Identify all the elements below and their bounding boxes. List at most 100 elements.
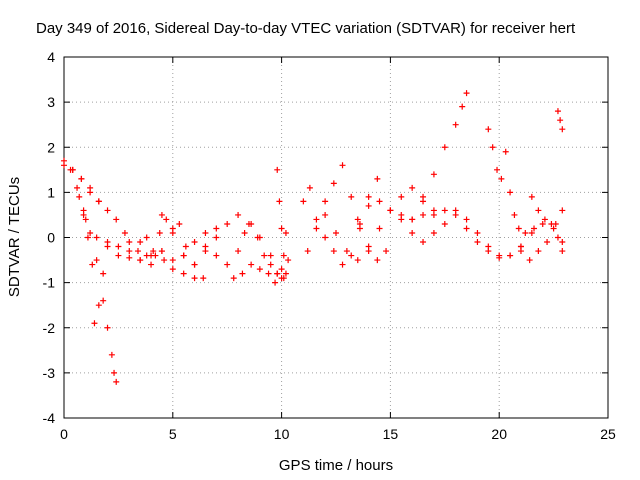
data-point [348, 193, 355, 200]
data-point [522, 229, 529, 236]
data-point [282, 229, 289, 236]
data-point [137, 239, 144, 246]
data-point [95, 302, 102, 309]
data-point [265, 270, 272, 277]
data-point [108, 351, 115, 358]
data-point [169, 229, 176, 236]
data-point [148, 261, 155, 268]
data-point [409, 229, 416, 236]
data-point [100, 297, 107, 304]
data-point [87, 229, 94, 236]
data-point [485, 248, 492, 255]
data-point [254, 234, 261, 241]
x-axis: 0 5 10 15 20 25 [60, 57, 616, 442]
data-point [241, 229, 248, 236]
data-point [526, 257, 533, 264]
data-point [150, 248, 157, 255]
data-point [511, 211, 518, 218]
data-point [531, 225, 538, 232]
data-point [374, 257, 381, 264]
y-tick-label: 3 [47, 94, 55, 110]
data-point [169, 257, 176, 264]
data-point [333, 229, 339, 236]
series-sat-q [485, 126, 538, 236]
data-point [420, 239, 427, 246]
data-point [515, 225, 522, 232]
data-point [474, 229, 481, 236]
series-sat-d [69, 166, 220, 277]
data-point [452, 207, 459, 214]
data-point [356, 220, 363, 227]
data-point [452, 121, 459, 128]
data-point [300, 198, 307, 205]
series-sat-i [235, 220, 287, 282]
data-point [409, 184, 416, 191]
data-point [507, 252, 514, 259]
data-point [113, 216, 120, 223]
data-point [507, 189, 514, 196]
data-point [489, 144, 496, 151]
data-point [463, 216, 470, 223]
data-point [280, 275, 287, 282]
data-point [95, 198, 102, 205]
data-point [111, 369, 118, 376]
data-point [494, 166, 501, 173]
data-point [485, 126, 492, 133]
data-point [474, 239, 481, 246]
data-point [202, 229, 209, 236]
data-point [285, 257, 292, 264]
data-point [541, 216, 548, 223]
data-point [191, 275, 198, 282]
data-point [348, 252, 355, 259]
data-point [496, 254, 503, 261]
data-point [322, 211, 329, 218]
data-point [535, 248, 542, 255]
data-point [235, 211, 242, 218]
data-point [104, 239, 111, 246]
data-point [383, 248, 390, 255]
data-point [339, 162, 346, 169]
data-point [343, 248, 350, 255]
data-point [176, 220, 183, 227]
data-point [420, 198, 427, 205]
data-point [93, 257, 100, 264]
data-point [69, 166, 76, 173]
data-point [191, 239, 198, 246]
y-axis-label: SDTVAR / TECUs [6, 177, 23, 297]
x-tick-label: 20 [491, 426, 507, 442]
data-point [137, 257, 144, 264]
data-point [354, 257, 361, 264]
data-point [559, 248, 566, 255]
data-point [398, 216, 405, 223]
y-tick-label: 2 [47, 139, 55, 155]
series-sat-a [61, 162, 120, 385]
series-sat-c [76, 193, 107, 327]
x-tick-label: 0 [60, 426, 68, 442]
data-point [274, 166, 281, 173]
series-sat-h [202, 229, 289, 286]
data-point [278, 266, 285, 273]
data-point [163, 216, 170, 223]
data-point [339, 261, 346, 268]
data-point [115, 252, 122, 259]
chart-title: Day 349 of 2016, Sidereal Day-to-day VTE… [36, 20, 576, 37]
grid-layer [64, 57, 608, 418]
data-point [282, 270, 289, 277]
data-point [313, 216, 320, 223]
data-point [430, 229, 437, 236]
data-point [224, 220, 231, 227]
series-sat-k [300, 175, 381, 268]
data-point [224, 261, 231, 268]
series-sat-s [528, 193, 566, 255]
data-point [409, 216, 416, 223]
data-point [498, 175, 505, 182]
data-point [278, 225, 285, 232]
plot-frame [63, 56, 609, 419]
y-tick-label: -4 [43, 410, 56, 426]
data-point [239, 270, 246, 277]
series-sat-b [61, 157, 168, 264]
y-tick-label: 1 [47, 184, 55, 200]
data-point [322, 198, 329, 205]
data-point [306, 184, 313, 191]
data-point [104, 207, 111, 214]
